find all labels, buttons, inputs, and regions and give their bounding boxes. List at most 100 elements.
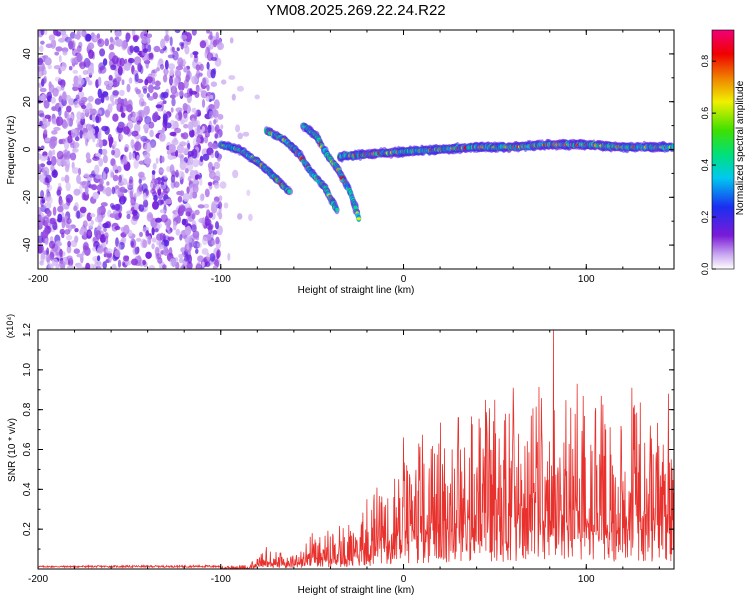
noise-blob <box>72 69 79 74</box>
noise-blob <box>112 210 119 215</box>
noise-blob <box>67 264 74 269</box>
noise-blob <box>143 123 150 131</box>
noise-blob <box>212 265 218 269</box>
noise-blob <box>103 232 109 239</box>
noise-blob <box>79 61 86 70</box>
y-tick-label: 1.0 <box>22 362 33 376</box>
noise-blob <box>213 182 220 189</box>
noise-blob <box>214 132 218 139</box>
noise-blob <box>183 255 188 262</box>
noise-blob <box>204 188 210 198</box>
noise-blob <box>184 168 189 174</box>
noise-blob <box>215 221 219 230</box>
noise-blob <box>75 94 80 100</box>
noise-blob <box>201 248 209 255</box>
noise-blob <box>94 98 102 105</box>
noise-blob <box>59 248 63 258</box>
noise-blob <box>156 222 162 229</box>
noise-blob <box>108 44 115 51</box>
track-peak <box>356 217 361 221</box>
noise-blob <box>159 232 165 241</box>
noise-blob <box>220 124 224 130</box>
noise-blob <box>119 186 126 193</box>
noise-blob <box>90 128 96 136</box>
noise-blob <box>158 184 167 190</box>
noise-blob <box>189 192 193 200</box>
noise-blob <box>40 96 46 101</box>
noise-blob <box>41 155 49 161</box>
noise-blob <box>161 126 165 133</box>
colorbar-tick-label: 0.4 <box>700 159 710 172</box>
noise-blob <box>134 87 139 93</box>
noise-blob <box>194 53 198 59</box>
noise-blob <box>142 192 147 201</box>
noise-blob <box>206 84 210 91</box>
noise-blob <box>203 203 210 209</box>
noise-blob <box>174 114 179 119</box>
noise-blob <box>152 163 157 170</box>
noise-blob <box>175 169 179 178</box>
noise-blob <box>215 236 220 245</box>
noise-blob <box>197 126 201 134</box>
noise-blob <box>149 129 154 138</box>
noise-blob <box>58 55 62 63</box>
colorbar-frame <box>711 29 735 270</box>
noise-blob <box>175 150 179 157</box>
noise-blob <box>211 200 219 210</box>
noise-blob <box>185 74 190 83</box>
noise-blob <box>72 85 79 92</box>
noise-blob <box>178 170 184 180</box>
noise-blob <box>53 126 61 131</box>
noise-blob <box>154 80 162 87</box>
noise-blob <box>86 176 92 183</box>
noise-blob <box>120 226 126 233</box>
noise-blob <box>156 240 162 246</box>
noise-blob <box>43 123 48 128</box>
noise-blob <box>136 120 142 125</box>
snr-axes: -200 -100 0 100 0.2 0.4 0.6 0.8 1.0 1.2 <box>22 323 675 585</box>
noise-blob <box>210 152 215 159</box>
noise-blob <box>254 94 260 100</box>
noise-blob <box>117 243 122 251</box>
chart-title: YM08.2025.269.22.24.R22 <box>266 2 445 19</box>
noise-blob <box>87 80 93 86</box>
noise-blob <box>43 75 47 84</box>
noise-blob <box>197 204 205 209</box>
noise-blob <box>158 132 166 142</box>
noise-blob <box>57 213 63 223</box>
noise-blob <box>162 190 169 196</box>
noise-blob <box>73 34 81 40</box>
noise-blob <box>142 88 148 94</box>
noise-blob <box>206 252 211 261</box>
noise-blob <box>156 67 160 72</box>
noise-blob <box>63 140 70 150</box>
noise-blob <box>96 184 104 192</box>
noise-blob <box>219 181 227 189</box>
noise-blob <box>77 77 85 86</box>
noise-blob <box>173 181 180 188</box>
noise-blob <box>61 176 65 182</box>
noise-blob <box>59 199 64 209</box>
noise-blob <box>204 261 211 267</box>
noise-blob <box>110 64 117 71</box>
noise-blob <box>169 75 173 86</box>
noise-blob <box>138 171 145 178</box>
noise-blob <box>48 150 53 159</box>
noise-blob <box>118 211 122 219</box>
noise-blob <box>166 223 171 229</box>
noise-blob <box>148 96 154 101</box>
noise-blob <box>152 191 158 198</box>
noise-blob <box>188 121 194 131</box>
noise-blob <box>214 150 219 159</box>
noise-blob <box>50 164 55 172</box>
noise-blob <box>131 30 136 37</box>
noise-blob <box>113 148 121 158</box>
noise-blob <box>73 248 81 254</box>
noise-blob <box>51 170 58 178</box>
noise-blob <box>195 86 200 93</box>
y-tick-label: 0.4 <box>22 482 33 496</box>
noise-blob <box>207 124 212 134</box>
noise-blob <box>170 174 176 183</box>
noise-blob <box>129 190 134 200</box>
